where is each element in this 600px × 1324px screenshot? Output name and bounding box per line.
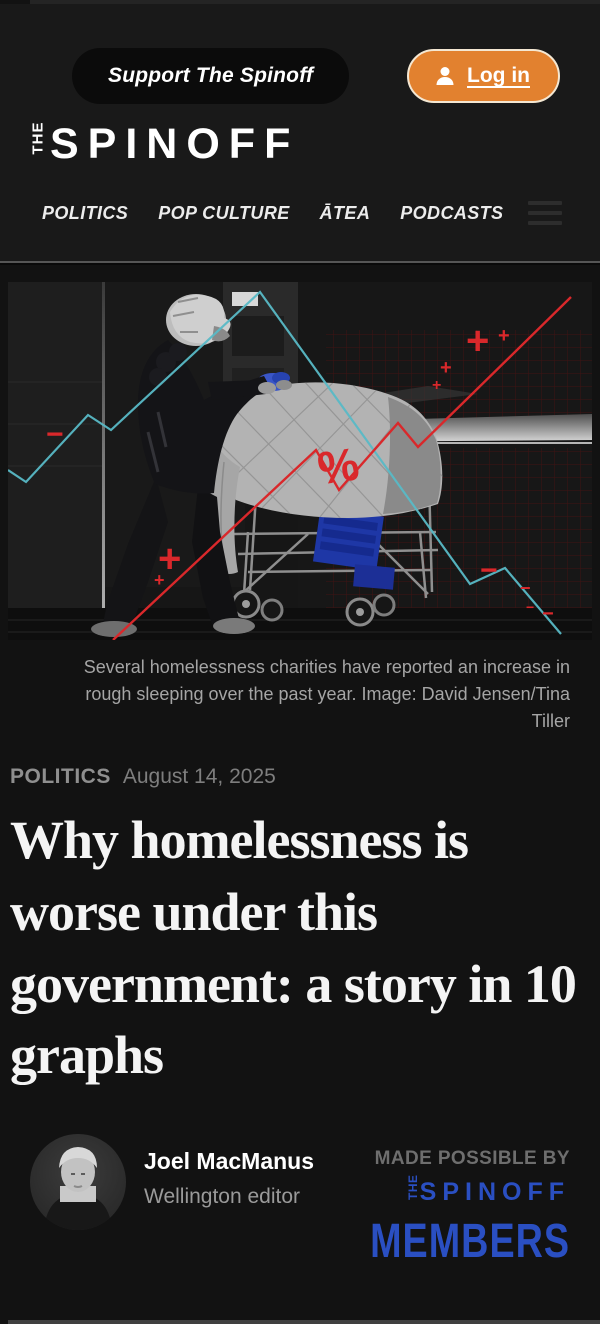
nav-item-politics[interactable]: POLITICS	[42, 202, 129, 223]
hero-image: − + + % + + + + − − − −	[0, 265, 600, 640]
plus-symbol: +	[432, 377, 441, 394]
minus-symbol: −	[542, 603, 554, 625]
plus-symbol: +	[158, 537, 181, 581]
hero-illustration: − + + % + + + + − − − −	[8, 282, 592, 640]
login-label: Log in	[467, 64, 530, 87]
avatar-portrait	[30, 1134, 126, 1231]
top-edge-divider	[30, 0, 600, 4]
sponsor-block: MADE POSSIBLE BY THE SPINOFF MEMBERS	[370, 1134, 570, 1267]
article-main: − + + % + + + + − − − − Several homeless…	[0, 265, 600, 1268]
percent-symbol: %	[314, 437, 362, 494]
minus-symbol: −	[480, 554, 498, 587]
site-header: Support The Spinoff Log in THE SPINOFF P…	[0, 4, 600, 265]
members-logo-spinoff: SPINOFF	[419, 1178, 570, 1207]
login-button[interactable]: Log in	[407, 49, 560, 103]
header-divider	[0, 261, 600, 263]
author-role: Wellington editor	[144, 1185, 301, 1209]
spinoff-members-logo[interactable]: THE SPINOFF MEMBERS	[370, 1174, 570, 1267]
minus-symbol: −	[526, 599, 534, 615]
author-avatar[interactable]	[30, 1134, 126, 1231]
plus-symbol: +	[154, 570, 165, 590]
plus-symbol: +	[440, 357, 452, 379]
minus-symbol: −	[46, 418, 64, 451]
spinoff-logo[interactable]: THE SPINOFF	[0, 104, 600, 169]
article-meta: POLITICS August 14, 2025	[0, 735, 600, 789]
support-the-spinoff-button[interactable]: Support The Spinoff	[72, 48, 350, 104]
minus-symbol: −	[520, 578, 531, 598]
members-logo-members: MEMBERS	[369, 1214, 570, 1268]
user-icon	[436, 67, 454, 85]
person-pushing-trolley	[91, 294, 292, 637]
logo-spinoff-text: SPINOFF	[50, 120, 300, 168]
main-nav: POLITICS POP CULTURE ĀTEA PODCASTS	[0, 169, 600, 229]
section-kicker[interactable]: POLITICS	[10, 765, 111, 788]
image-caption: Several homelessness charities have repo…	[83, 657, 570, 731]
nav-item-pop-culture[interactable]: POP CULTURE	[158, 202, 290, 223]
article-headline: Why homelessness is worse under this gov…	[10, 810, 577, 1086]
sponsor-label: MADE POSSIBLE BY	[374, 1148, 570, 1170]
nav-item-podcasts[interactable]: PODCASTS	[400, 202, 504, 223]
author-section: Joel MacManus Wellington editor MADE POS…	[0, 1092, 600, 1268]
bottom-divider	[8, 1320, 600, 1324]
members-logo-the: THE	[405, 1174, 420, 1200]
nav-item-atea[interactable]: ĀTEA	[319, 202, 371, 223]
hamburger-menu-icon[interactable]	[528, 197, 562, 229]
plus-symbol: +	[498, 325, 510, 347]
plus-symbol: +	[466, 319, 489, 363]
logo-the-text: THE	[29, 121, 47, 155]
publish-date: August 14, 2025	[122, 765, 276, 788]
author-name[interactable]: Joel MacManus	[144, 1148, 314, 1175]
